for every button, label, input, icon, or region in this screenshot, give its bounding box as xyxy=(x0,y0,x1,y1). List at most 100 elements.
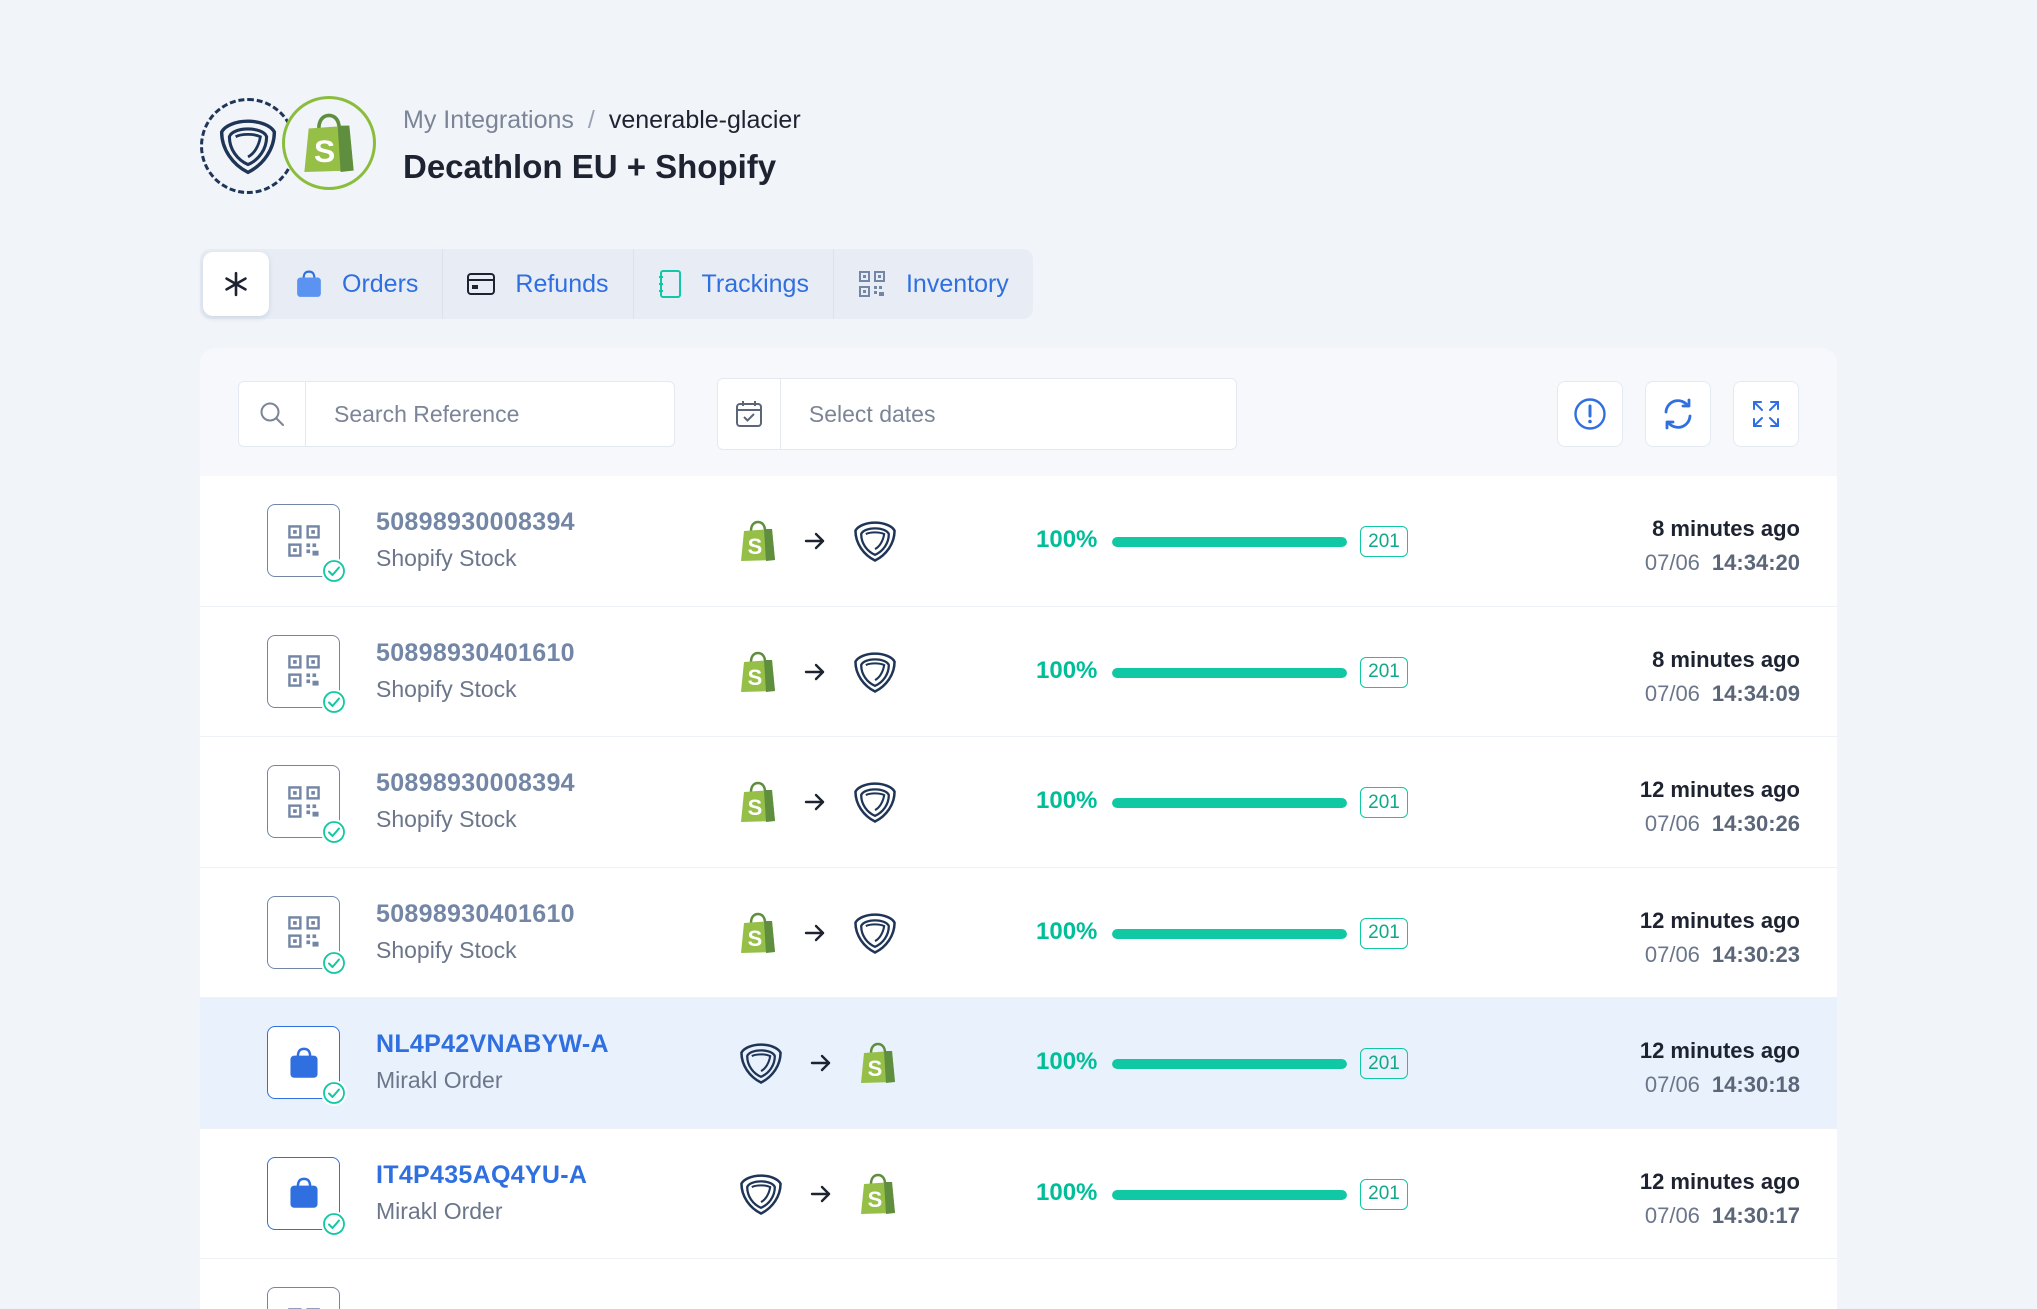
sync-direction: S xyxy=(738,516,898,566)
row-kind: Shopify Stock xyxy=(376,545,517,571)
row-time: 14:30:18 xyxy=(1711,1072,1800,1097)
expand-icon xyxy=(1752,400,1780,428)
relative-time: 12 minutes ago xyxy=(1639,1168,1800,1194)
credit-card-icon xyxy=(467,273,496,295)
row-date: 07/06 xyxy=(1644,1072,1700,1097)
date-range-input[interactable] xyxy=(780,379,1236,449)
mirakl-source-icon xyxy=(738,1171,784,1217)
arrow-right-icon xyxy=(804,792,826,812)
shopify-logo-icon: S xyxy=(282,96,376,190)
date-range-box xyxy=(717,378,1237,450)
row-kind: Shopify Stock xyxy=(376,675,517,702)
tab-orders[interactable]: Orders xyxy=(272,249,442,319)
inventory-qr-icon xyxy=(267,1287,340,1309)
inventory-qr-icon xyxy=(267,634,347,715)
sync-log-list: 50898930008394 Shopify Stock S 100% 201 … xyxy=(200,476,1837,1309)
page-title: Decathlon EU + Shopify xyxy=(403,148,777,185)
mirakl-source-icon xyxy=(738,1040,784,1086)
sync-direction: S xyxy=(738,908,898,958)
tab-inventory-label: Inventory xyxy=(905,269,1009,298)
row-reference[interactable]: 50898930008394 xyxy=(376,769,575,797)
mirakl-target-icon xyxy=(852,518,898,564)
row-date: 07/06 xyxy=(1644,1202,1700,1228)
row-kind: Mirakl Order xyxy=(376,1067,503,1093)
log-row[interactable]: IT4P435AQ4YU-A Mirakl Order S 100% 201 1… xyxy=(200,1128,1837,1259)
search-input[interactable] xyxy=(306,382,674,446)
progress-bar-fill xyxy=(1112,537,1347,547)
row-time: 14:30:23 xyxy=(1711,941,1800,967)
row-reference[interactable]: IT4P435AQ4YU-A xyxy=(376,1160,588,1189)
tab-trackings-label: Trackings xyxy=(701,269,809,298)
row-time: 14:34:09 xyxy=(1711,680,1800,706)
calendar-icon xyxy=(718,379,781,449)
breadcrumb-my-integrations[interactable]: My Integrations xyxy=(403,106,574,134)
fullscreen-button[interactable] xyxy=(1733,381,1799,447)
log-row[interactable]: 50898930008394 Shopify Stock S 100% 201 … xyxy=(200,476,1837,607)
row-time: 14:30:17 xyxy=(1711,1202,1800,1228)
progress-bar-fill xyxy=(1112,1189,1347,1200)
progress-bar-fill xyxy=(1112,667,1347,678)
inventory-qr-icon xyxy=(267,504,347,584)
svg-text:S: S xyxy=(868,1187,883,1212)
status-code-badge: 201 xyxy=(1360,1048,1408,1079)
log-row[interactable]: NL4P42VNABYW-A Mirakl Order S 100% 201 1… xyxy=(200,998,1837,1129)
log-row[interactable]: 50898930401610 Shopify Stock S 100% 201 … xyxy=(200,867,1837,998)
errors-filter-button[interactable] xyxy=(1557,381,1623,447)
status-code-badge: 201 xyxy=(1360,656,1408,688)
shopify-target-icon: S xyxy=(858,1171,898,1217)
success-check-icon xyxy=(321,949,347,976)
shopify-target-icon: S xyxy=(858,1040,898,1086)
progress-bar xyxy=(1112,928,1347,939)
absolute-time: 07/06 14:34:20 xyxy=(1645,550,1800,576)
relative-time: 12 minutes ago xyxy=(1639,907,1800,933)
alert-icon xyxy=(1573,397,1607,431)
progress-bar xyxy=(1112,667,1347,678)
svg-text:S: S xyxy=(748,534,763,559)
absolute-time: 07/06 14:30:18 xyxy=(1640,1072,1800,1098)
log-row[interactable] xyxy=(200,1259,1837,1309)
tab-bar: Orders Refunds Trackings Inventory xyxy=(200,249,1033,319)
absolute-time: 07/06 14:30:26 xyxy=(1640,811,1800,837)
row-timestamp: 12 minutes ago 07/06 14:30:18 xyxy=(1640,1038,1800,1098)
row-time: 14:30:26 xyxy=(1711,811,1800,836)
row-kind: Shopify Stock xyxy=(376,806,517,832)
row-timestamp: 8 minutes ago 07/06 14:34:20 xyxy=(1645,516,1800,576)
progress-bar-fill xyxy=(1112,928,1347,939)
row-date: 07/06 xyxy=(1644,811,1700,836)
sync-direction: S xyxy=(738,1038,898,1088)
row-reference[interactable]: 50898930401610 xyxy=(376,899,575,928)
refresh-button[interactable] xyxy=(1645,381,1711,447)
relative-time: 12 minutes ago xyxy=(1639,1038,1800,1063)
progress-percent: 100% xyxy=(1036,656,1098,684)
row-reference[interactable]: NL4P42VNABYW-A xyxy=(376,1030,609,1058)
relative-time: 8 minutes ago xyxy=(1652,646,1800,672)
row-reference[interactable]: 50898930401610 xyxy=(376,638,575,667)
svg-text:S: S xyxy=(748,665,763,690)
row-date: 07/06 xyxy=(1644,680,1700,706)
log-row[interactable]: 50898930401610 Shopify Stock S 100% 201 … xyxy=(200,606,1837,737)
shopify-source-icon: S xyxy=(738,779,778,825)
row-date: 07/06 xyxy=(1644,550,1700,575)
status-code-badge: 201 xyxy=(1360,917,1408,949)
row-reference[interactable]: 50898930008394 xyxy=(376,508,575,536)
progress-bar-fill xyxy=(1112,798,1347,808)
mirakl-target-icon xyxy=(852,910,898,956)
row-timestamp: 12 minutes ago 07/06 14:30:17 xyxy=(1640,1169,1800,1229)
success-check-icon xyxy=(321,688,347,715)
tab-all[interactable] xyxy=(203,252,269,316)
tab-trackings[interactable]: Trackings xyxy=(632,249,833,319)
absolute-time: 07/06 14:30:17 xyxy=(1640,1203,1800,1229)
status-code-badge: 201 xyxy=(1360,787,1408,818)
tab-inventory[interactable]: Inventory xyxy=(832,249,1033,319)
mirakl-logo-icon xyxy=(200,98,296,194)
log-row[interactable]: 50898930008394 Shopify Stock S 100% 201 … xyxy=(200,737,1837,868)
row-date: 07/06 xyxy=(1644,941,1700,967)
qr-code-icon xyxy=(858,270,886,298)
status-code-badge: 201 xyxy=(1360,526,1408,557)
arrow-right-icon xyxy=(804,531,826,551)
absolute-time: 07/06 14:30:23 xyxy=(1640,942,1800,968)
shopify-source-icon: S xyxy=(738,518,778,564)
success-check-icon xyxy=(321,1080,347,1106)
row-kind: Shopify Stock xyxy=(376,936,517,963)
tab-refunds[interactable]: Refunds xyxy=(442,249,632,319)
